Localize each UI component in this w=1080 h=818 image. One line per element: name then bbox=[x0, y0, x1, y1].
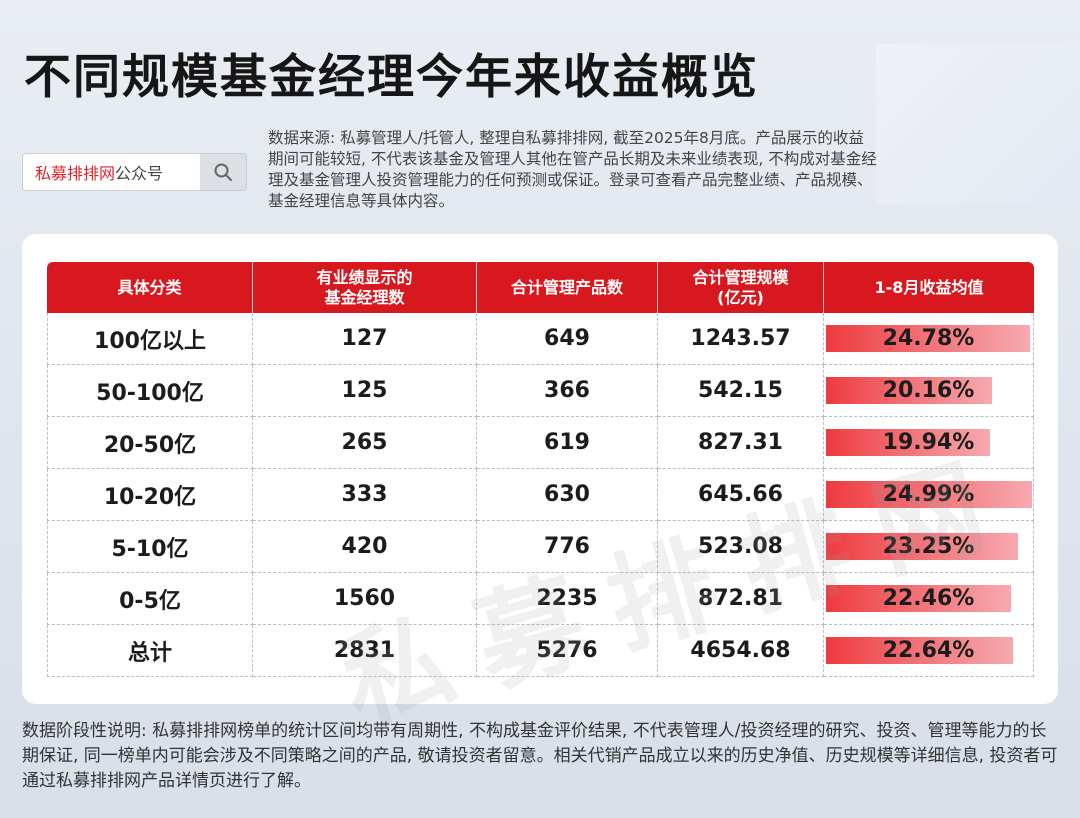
cell-return: 19.94% bbox=[824, 417, 1034, 469]
cell-managers: 420 bbox=[253, 521, 477, 573]
header-category: 具体分类 bbox=[47, 262, 253, 313]
table-row: 0-5亿 1560 2235 872.81 22.46% bbox=[47, 573, 1034, 625]
search-brand: 私募排排网 bbox=[35, 164, 116, 183]
return-label: 20.16% bbox=[882, 378, 975, 403]
return-bar bbox=[826, 585, 1011, 612]
return-bar bbox=[826, 377, 992, 404]
cell-products: 366 bbox=[477, 365, 658, 417]
cell-return: 24.99% bbox=[824, 469, 1034, 521]
table-row-total: 总计 2831 5276 4654.68 22.64% bbox=[47, 625, 1034, 677]
header-products: 合计管理产品数 bbox=[477, 262, 658, 313]
cell-managers: 333 bbox=[253, 469, 477, 521]
table-row: 10-20亿 333 630 645.66 24.99% bbox=[47, 469, 1034, 521]
data-table: 具体分类 有业绩显示的 基金经理数 合计管理产品数 合计管理规模 (亿元) 1-… bbox=[47, 262, 1034, 677]
search-suffix: 公众号 bbox=[115, 164, 164, 183]
cell-aum: 872.81 bbox=[658, 573, 824, 625]
return-bar bbox=[826, 533, 1018, 560]
return-label: 19.94% bbox=[882, 430, 975, 455]
cell-aum: 645.66 bbox=[658, 469, 824, 521]
return-bar bbox=[826, 325, 1030, 352]
cell-category: 总计 bbox=[47, 625, 253, 677]
table-row: 5-10亿 420 776 523.08 23.25% bbox=[47, 521, 1034, 573]
return-bar bbox=[826, 481, 1032, 508]
source-note: 数据来源: 私募管理人/托管人, 整理自私募排排网, 截至2025年8月底。产品… bbox=[268, 129, 877, 210]
header-return: 1-8月收益均值 bbox=[824, 262, 1034, 313]
search-text: 私募排排网公众号 bbox=[23, 160, 200, 184]
table-row: 50-100亿 125 366 542.15 20.16% bbox=[47, 365, 1034, 417]
cell-products: 2235 bbox=[477, 573, 658, 625]
return-label: 24.78% bbox=[882, 326, 975, 351]
cell-aum: 827.31 bbox=[658, 417, 824, 469]
cell-aum: 4654.68 bbox=[658, 625, 824, 677]
table-row: 100亿以上 127 649 1243.57 24.78% bbox=[47, 313, 1034, 365]
return-bar bbox=[826, 429, 990, 456]
cell-aum: 523.08 bbox=[658, 521, 824, 573]
cell-products: 649 bbox=[477, 313, 658, 365]
cell-return: 22.64% bbox=[824, 625, 1034, 677]
return-bar bbox=[826, 637, 1013, 664]
cell-category: 5-10亿 bbox=[47, 521, 253, 573]
cell-return: 20.16% bbox=[824, 365, 1034, 417]
cell-return: 22.46% bbox=[824, 573, 1034, 625]
search-button[interactable] bbox=[200, 154, 246, 190]
header-aum: 合计管理规模 (亿元) bbox=[658, 262, 824, 313]
cell-return: 23.25% bbox=[824, 521, 1034, 573]
cell-products: 776 bbox=[477, 521, 658, 573]
footnote: 数据阶段性说明: 私募排排网榜单的统计区间均带有周期性, 不构成基金评价结果, … bbox=[22, 721, 1058, 791]
cell-return: 24.78% bbox=[824, 313, 1034, 365]
page-title: 不同规模基金经理今年来收益概览 bbox=[24, 50, 759, 105]
return-label: 22.46% bbox=[882, 586, 975, 611]
cell-aum: 542.15 bbox=[658, 365, 824, 417]
return-label: 22.64% bbox=[882, 638, 975, 663]
cell-managers: 125 bbox=[253, 365, 477, 417]
cell-products: 5276 bbox=[477, 625, 658, 677]
cell-category: 100亿以上 bbox=[47, 313, 253, 365]
decorative-panel bbox=[876, 44, 1080, 204]
return-label: 24.99% bbox=[882, 482, 975, 507]
header-managers: 有业绩显示的 基金经理数 bbox=[253, 262, 477, 313]
table-row: 20-50亿 265 619 827.31 19.94% bbox=[47, 417, 1034, 469]
search-box[interactable]: 私募排排网公众号 bbox=[22, 153, 247, 191]
table-header-row: 具体分类 有业绩显示的 基金经理数 合计管理产品数 合计管理规模 (亿元) 1-… bbox=[47, 262, 1034, 313]
cell-managers: 2831 bbox=[253, 625, 477, 677]
cell-category: 20-50亿 bbox=[47, 417, 253, 469]
cell-products: 619 bbox=[477, 417, 658, 469]
cell-category: 10-20亿 bbox=[47, 469, 253, 521]
cell-managers: 265 bbox=[253, 417, 477, 469]
cell-managers: 127 bbox=[253, 313, 477, 365]
cell-category: 0-5亿 bbox=[47, 573, 253, 625]
cell-aum: 1243.57 bbox=[658, 313, 824, 365]
cell-products: 630 bbox=[477, 469, 658, 521]
cell-managers: 1560 bbox=[253, 573, 477, 625]
cell-category: 50-100亿 bbox=[47, 365, 253, 417]
search-icon bbox=[214, 163, 232, 181]
return-label: 23.25% bbox=[882, 534, 975, 559]
